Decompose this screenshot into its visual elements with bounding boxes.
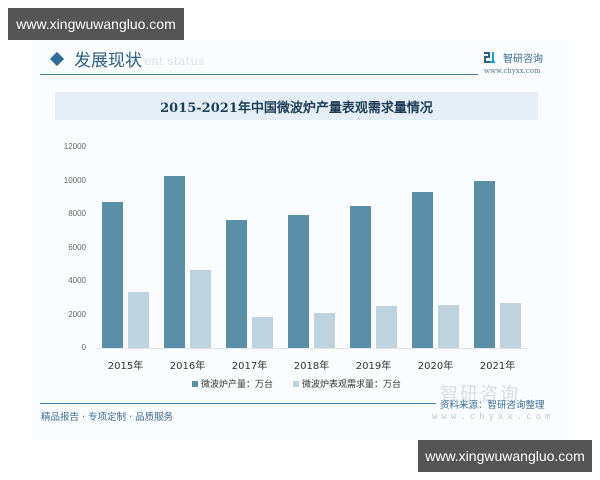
- footer-slogan: 精品报告 · 专项定制 · 品质服务: [41, 412, 174, 423]
- y-tick-label: 12000: [63, 142, 86, 151]
- source-url: www.chyxx.com: [432, 412, 555, 422]
- legend-label-production: 微波炉产量：万台: [201, 380, 274, 390]
- bar-production: [474, 181, 495, 348]
- x-tick-label: 2020年: [417, 361, 454, 372]
- y-tick-label: 0: [81, 343, 86, 352]
- y-tick-label: 8000: [68, 209, 86, 218]
- bar-production: [288, 215, 309, 348]
- bar-demand: [190, 269, 211, 348]
- x-tick-label: 2017年: [231, 361, 268, 372]
- x-tick-label: 2016年: [169, 361, 206, 372]
- legend-item-production: 微波炉产量：万台: [192, 377, 273, 390]
- bar-production: [350, 205, 371, 348]
- chart-title: 2015-2021年中国微波炉产量表观需求量情况: [160, 100, 433, 116]
- bar-demand: [500, 302, 521, 348]
- brand-name: 智研咨询: [503, 54, 543, 65]
- bar-production: [226, 220, 247, 348]
- brand-logo-icon: [484, 52, 495, 63]
- site-watermark-top: www.xingwuwangluo.com: [8, 8, 184, 40]
- y-tick-label: 4000: [68, 276, 86, 285]
- legend-swatch-demand: [293, 380, 300, 387]
- y-tick-label: 6000: [68, 242, 86, 252]
- y-tick-label: 10000: [63, 175, 86, 185]
- legend-item-demand: 微波炉表观需求量：万台: [293, 377, 401, 390]
- bar-demand: [376, 305, 397, 348]
- data-source: 资料来源：智研咨询整理: [440, 400, 545, 411]
- bar-production: [164, 175, 185, 348]
- section-header: 发展现状 ent status: [48, 46, 204, 71]
- x-tick-label: 2021年: [479, 361, 516, 372]
- faint-brand-watermark: 智研咨询: [440, 384, 520, 405]
- section-subtitle: ent status: [144, 53, 205, 68]
- bar-demand: [314, 312, 335, 348]
- x-tick-label: 2019年: [355, 361, 392, 372]
- bar-production: [102, 202, 123, 348]
- x-tick-label: 2018年: [293, 361, 330, 372]
- chart-legend: 微波炉产量：万台 微波炉表观需求量：万台: [192, 377, 421, 390]
- footer-divider: [40, 403, 436, 404]
- legend-swatch-production: [192, 380, 198, 387]
- bar-demand: [128, 291, 149, 348]
- x-axis-line: [96, 348, 528, 349]
- site-watermark-bottom: www.xingwuwangluo.com: [418, 440, 592, 472]
- header-divider: [40, 74, 478, 75]
- bar-demand: [252, 317, 273, 348]
- chart-title-band: 2015-2021年中国微波炉产量表观需求量情况: [55, 92, 538, 120]
- legend-label-demand: 微波炉表观需求量：万台: [302, 380, 402, 390]
- x-tick-label: 2015年: [107, 361, 144, 372]
- section-title: 发展现状: [74, 51, 142, 71]
- y-tick-label: 2000: [68, 309, 86, 319]
- bar-demand: [438, 305, 459, 348]
- bar-production: [412, 192, 433, 348]
- brand-url: www.chyxx.com: [484, 67, 541, 75]
